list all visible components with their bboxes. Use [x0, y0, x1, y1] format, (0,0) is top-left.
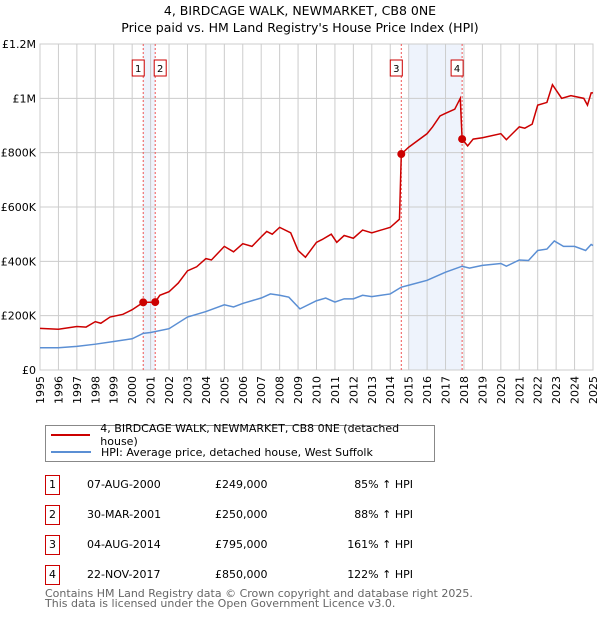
sale-hpi: 88% ↑ HPI: [354, 508, 413, 521]
sale-marker-box: [389, 59, 403, 77]
sale-price: £250,000: [215, 508, 268, 521]
sale-point: [139, 298, 148, 307]
x-tick-label: 1999: [108, 376, 121, 404]
sale-price: £249,000: [215, 478, 268, 491]
x-tick-label: 2013: [366, 376, 379, 404]
x-tick-label: 2003: [181, 376, 194, 404]
x-tick-label: 2011: [329, 376, 342, 404]
price-chart: 1995 1996 1997 1998 1999 2000 2001 2002 2003 2004…: [1, 38, 600, 404]
sale-marker-label: 1: [135, 64, 141, 75]
sale-marker-label: 3: [393, 64, 399, 75]
sale-marker-label: 2: [157, 64, 163, 75]
x-tick-label: 2020: [495, 376, 508, 404]
sale-price: £795,000: [215, 538, 268, 551]
chart-title: 4, BIRDCAGE WALK, NEWMARKET, CB8 0NE: [163, 3, 437, 18]
x-tick-label: 1997: [71, 376, 84, 404]
x-tick-label: 2021: [513, 376, 526, 404]
sale-point: [151, 298, 160, 307]
y-tick-label: £400K: [1, 255, 37, 268]
x-tick-label: 2017: [440, 376, 453, 404]
chart-subtitle: Price paid vs. HM Land Registry's House …: [121, 20, 479, 35]
sale-date: 30-MAR-2001: [87, 508, 162, 521]
x-tick-label: 2000: [126, 376, 139, 404]
sale-point: [458, 135, 467, 144]
x-tick-label: 2016: [421, 376, 434, 404]
x-tick-label: 2022: [532, 376, 545, 404]
x-tick-label: 2008: [274, 376, 287, 404]
y-tick-label: £1.2M: [2, 38, 36, 51]
sale-marker-label: 2: [45, 505, 60, 525]
footer-line-1: Contains HM Land Registry data © Crown c…: [45, 587, 473, 600]
sale-hpi: 85% ↑ HPI: [354, 478, 413, 491]
y-tick-label: £200K: [1, 310, 37, 323]
sale-marker-label: 4: [454, 64, 460, 75]
x-tick-label: 2005: [218, 376, 231, 404]
sale-marker-label: 1: [45, 475, 60, 495]
sale-row: 1 07-AUG-2000 £249,000 85% ↑ HPI: [45, 475, 445, 495]
x-tick-label: 1996: [52, 376, 65, 404]
footer-line-2: This data is licensed under the Open Gov…: [45, 597, 396, 610]
x-tick-label: 2009: [292, 376, 305, 404]
property-line: [39, 83, 593, 331]
x-tick-label: 2006: [237, 376, 250, 404]
sale-row: 3 04-AUG-2014 £795,000 161% ↑ HPI: [45, 535, 445, 555]
sale-date: 04-AUG-2014: [87, 538, 161, 551]
x-tick-label: 2012: [347, 376, 360, 404]
legend-label-hpi: HPI: Average price, detached house, West…: [101, 445, 373, 459]
sale-date: 07-AUG-2000: [87, 478, 161, 491]
sale-point: [397, 150, 406, 159]
legend-swatch-hpi: [51, 451, 91, 453]
sale-hpi: 161% ↑ HPI: [347, 538, 413, 551]
sale-date: 22-NOV-2017: [87, 568, 161, 581]
legend: 4, BIRDCAGE WALK, NEWMARKET, CB8 0NE (de…: [45, 422, 435, 462]
x-tick-label: 2001: [145, 376, 158, 404]
sale-marker-label: 4: [45, 565, 60, 585]
x-tick-label: 2002: [163, 376, 176, 404]
x-tick-label: 2015: [403, 376, 416, 404]
sale-price: £850,000: [215, 568, 268, 581]
x-tick-label: 2019: [476, 376, 489, 404]
hpi-line: [40, 240, 594, 349]
x-tick-label: 2007: [255, 376, 268, 404]
x-tick-label: 1998: [89, 376, 102, 404]
plot-border: [39, 43, 594, 371]
footer: Contains HM Land Registry data © Crown c…: [45, 587, 473, 610]
sale-marker-box: [131, 59, 145, 77]
legend-label-property: 4, BIRDCAGE WALK, NEWMARKET, CB8 0NE (de…: [100, 422, 400, 448]
x-tick-label: 1995: [34, 376, 47, 404]
x-tick-label: 2025: [587, 376, 600, 404]
x-tick-label: 2024: [569, 376, 582, 404]
sale-marker-label: 3: [45, 535, 60, 555]
sale-marker-box: [153, 59, 167, 77]
sale-hpi: 122% ↑ HPI: [347, 568, 413, 581]
x-tick-label: 2018: [458, 376, 471, 404]
y-tick-label: £1M: [13, 92, 37, 105]
sale-marker-box: [450, 59, 464, 77]
x-tick-label: 2004: [200, 376, 213, 404]
x-tick-label: 2010: [311, 376, 324, 404]
y-tick-label: £800K: [1, 147, 37, 160]
y-tick-label: £0: [22, 364, 36, 377]
y-tick-label: £600K: [1, 201, 37, 214]
sale-row: 2 30-MAR-2001 £250,000 88% ↑ HPI: [45, 505, 445, 525]
legend-swatch-property: [51, 434, 91, 436]
x-tick-label: 2014: [384, 376, 397, 404]
sale-row: 4 22-NOV-2017 £850,000 122% ↑ HPI: [45, 565, 445, 585]
x-tick-label: 2023: [550, 376, 563, 404]
